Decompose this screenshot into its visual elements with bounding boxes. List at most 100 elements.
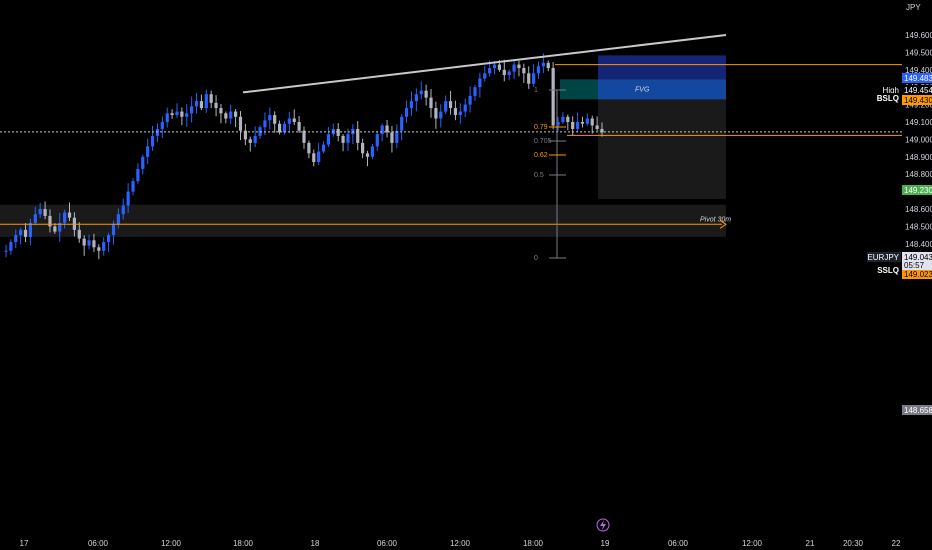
candle-body — [507, 71, 511, 76]
candle-body — [541, 62, 545, 67]
price-tick-label: 148.900 — [905, 153, 932, 162]
target-zone[interactable] — [598, 99, 726, 199]
candle-body — [561, 116, 565, 122]
candle-body — [146, 146, 150, 157]
candle-body — [116, 214, 120, 225]
price-tag-label: High — [883, 86, 899, 95]
time-tick-label: 12:00 — [450, 539, 471, 548]
premium-zone[interactable] — [598, 55, 726, 80]
candle-body — [448, 101, 453, 109]
pivot-arrow-icon — [719, 219, 727, 229]
candle-body — [248, 139, 252, 143]
candle-body — [67, 212, 72, 218]
candle-body — [434, 108, 438, 119]
candle-body — [522, 68, 526, 74]
price-tag — [902, 85, 932, 95]
candle-body — [566, 116, 570, 122]
candle-body — [9, 242, 13, 251]
candle-body — [126, 191, 130, 206]
candle-body — [492, 64, 497, 69]
candle-body — [375, 134, 379, 147]
candle-body — [341, 135, 345, 143]
candle-body — [219, 108, 223, 114]
price-tick-label: 148.600 — [905, 205, 932, 214]
candle-body — [263, 120, 267, 128]
fib-retracement[interactable]: 1 0.79 0.705 0.62 0.5 0 — [534, 87, 566, 262]
candle-body — [234, 111, 238, 117]
candle-body — [141, 156, 145, 169]
candle-body — [571, 122, 575, 129]
pivot-label: Pivot 30m — [700, 216, 731, 223]
candle-body — [600, 128, 604, 133]
time-tick-label: 06:00 — [88, 539, 109, 548]
candle-body — [180, 111, 184, 117]
time-tick-label: 18 — [311, 539, 320, 548]
candle-body — [209, 94, 213, 103]
time-axis[interactable]: 17 06:00 12:00 18:00 18 06:00 12:00 18:00 19 06:0… — [20, 539, 901, 548]
time-tick-label: 06:00 — [377, 539, 398, 548]
pivot-zone[interactable] — [0, 204, 726, 237]
price-tag-value: 148.658 — [904, 406, 932, 415]
price-tick-label: 148.400 — [905, 240, 932, 249]
candle-body — [361, 142, 365, 154]
candle-body — [72, 217, 76, 230]
time-tick-label: 22 — [892, 539, 901, 548]
candle-body — [380, 125, 384, 135]
candle-body — [595, 125, 599, 129]
candle-body — [58, 222, 62, 232]
candle-body — [404, 108, 409, 117]
candle-body — [365, 153, 370, 157]
time-tick-label: 06:00 — [668, 539, 689, 548]
candle-body — [527, 73, 531, 84]
price-tick-label: 149.100 — [905, 118, 932, 127]
candle-body — [497, 64, 502, 70]
price-tag-label-bg — [877, 265, 901, 275]
candle-body — [111, 224, 116, 236]
fvg-label: FVG — [635, 86, 650, 93]
price-tag-value: 149.023 — [904, 270, 932, 279]
candle-body — [483, 73, 487, 79]
candle-body — [38, 209, 42, 215]
candle-body — [512, 64, 516, 72]
price-tag — [902, 73, 932, 83]
fib-level-label: 0.705 — [534, 138, 552, 145]
candle-body — [155, 128, 160, 136]
time-tick-label: 12:00 — [742, 539, 763, 548]
candle-body — [414, 94, 418, 102]
fib-level-label: 0 — [534, 255, 538, 262]
candle-body — [77, 229, 81, 239]
candle-body — [556, 122, 560, 126]
candle-body — [136, 168, 140, 182]
candle-body — [33, 214, 37, 223]
candle-body — [224, 113, 228, 119]
trendline[interactable] — [242, 34, 727, 94]
candle-body — [409, 101, 414, 109]
fib-level-label: 0.79 — [534, 124, 548, 131]
candle-body — [444, 101, 448, 112]
candle-body — [92, 240, 96, 248]
price-tick-label: 149.200 — [905, 101, 932, 110]
candle-body — [273, 115, 277, 124]
candle-body — [488, 68, 492, 74]
candle-body — [336, 128, 340, 136]
price-tag-value: 149.430 — [904, 96, 932, 105]
candle-body — [194, 101, 199, 107]
candle-body — [229, 111, 233, 119]
time-tick-label: 18:00 — [523, 539, 544, 548]
candle-body — [502, 69, 506, 76]
candle-body — [102, 242, 106, 251]
candle-body — [175, 111, 179, 116]
candle-body — [170, 113, 174, 116]
candle-body — [238, 116, 243, 131]
candle-body — [463, 104, 467, 112]
price-tick-label: 148.800 — [905, 170, 932, 179]
candle-body — [190, 106, 194, 114]
fvg-zone-overlay — [598, 79, 726, 100]
lightning-icon[interactable] — [596, 518, 610, 532]
price-tag — [902, 269, 932, 279]
price-tick-label: 149.000 — [905, 135, 932, 144]
candle-body — [121, 205, 125, 215]
candle-body — [356, 128, 360, 143]
candle-body — [453, 108, 458, 116]
